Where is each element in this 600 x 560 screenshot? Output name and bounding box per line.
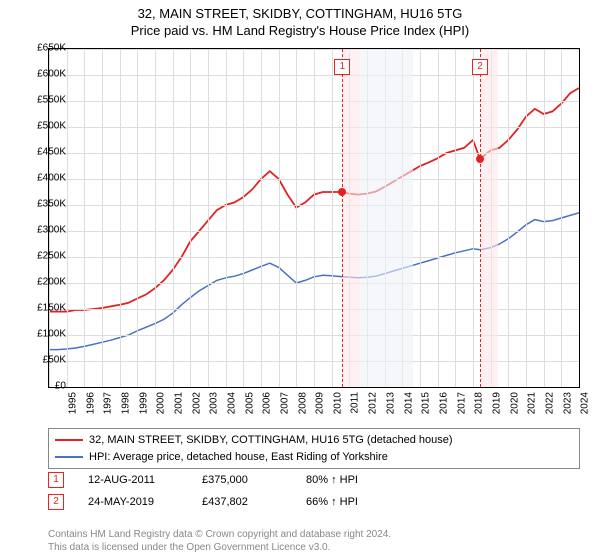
- marker-date-1: 12-AUG-2011: [88, 474, 178, 486]
- x-tick-label: 2011: [349, 392, 360, 414]
- chart-title: 32, MAIN STREET, SKIDBY, COTTINGHAM, HU1…: [0, 0, 600, 40]
- marker-vs-hpi-1: 80% ↑ HPI: [306, 474, 358, 486]
- x-tick-label: 2003: [209, 392, 220, 414]
- x-tick-label: 2008: [297, 392, 308, 414]
- chart-marker-badge: 1: [334, 59, 350, 75]
- x-tick-label: 2007: [279, 392, 290, 414]
- x-tick-label: 2014: [403, 392, 414, 414]
- x-tick-label: 2021: [527, 392, 538, 414]
- footer-line-2: This data is licensed under the Open Gov…: [48, 542, 330, 553]
- x-tick-label: 2022: [544, 392, 555, 414]
- marker-date-2: 24-MAY-2019: [88, 496, 178, 508]
- marker-row-2: 2 24-MAY-2019 £437,802 66% ↑ HPI: [48, 494, 358, 510]
- x-tick-label: 2012: [368, 392, 379, 414]
- sale-marker-dot: [338, 188, 346, 196]
- x-tick-label: 2018: [474, 392, 485, 414]
- marker-price-2: £437,802: [202, 496, 282, 508]
- legend-swatch-hpi: [55, 456, 83, 458]
- title-line-1: 32, MAIN STREET, SKIDBY, COTTINGHAM, HU1…: [138, 6, 463, 21]
- y-tick-label: £200K: [37, 277, 66, 288]
- x-tick-label: 2002: [191, 392, 202, 414]
- footer-line-1: Contains HM Land Registry data © Crown c…: [48, 529, 391, 540]
- y-tick-label: £300K: [37, 225, 66, 236]
- x-tick-label: 1996: [85, 392, 96, 414]
- x-tick-label: 2009: [315, 392, 326, 414]
- legend-item-price: 32, MAIN STREET, SKIDBY, COTTINGHAM, HU1…: [55, 432, 573, 449]
- x-tick-label: 2010: [332, 392, 343, 414]
- marker-vs-hpi-2: 66% ↑ HPI: [306, 496, 358, 508]
- marker-price-1: £375,000: [202, 474, 282, 486]
- x-tick-label: 2000: [156, 392, 167, 414]
- x-tick-label: 2017: [456, 392, 467, 414]
- y-tick-label: £450K: [37, 147, 66, 158]
- plot-area: 12: [48, 48, 580, 388]
- y-tick-label: £100K: [37, 329, 66, 340]
- y-tick-label: £50K: [43, 355, 66, 366]
- legend-label-price: 32, MAIN STREET, SKIDBY, COTTINGHAM, HU1…: [89, 434, 453, 446]
- chart-marker-badge: 2: [472, 59, 488, 75]
- x-tick-label: 2019: [491, 392, 502, 414]
- footer-attribution: Contains HM Land Registry data © Crown c…: [48, 528, 391, 554]
- x-tick-label: 2023: [562, 392, 573, 414]
- x-tick-label: 2020: [509, 392, 520, 414]
- x-tick-label: 2004: [226, 392, 237, 414]
- x-tick-label: 2013: [385, 392, 396, 414]
- y-tick-label: £650K: [37, 43, 66, 54]
- x-tick-label: 2024: [580, 392, 591, 414]
- x-tick-label: 2005: [244, 392, 255, 414]
- marker-badge-1: 1: [48, 472, 64, 488]
- legend-label-hpi: HPI: Average price, detached house, East…: [89, 451, 388, 463]
- x-tick-label: 2001: [173, 392, 184, 414]
- legend-swatch-price: [55, 439, 83, 441]
- x-tick-label: 2015: [421, 392, 432, 414]
- y-tick-label: £400K: [37, 173, 66, 184]
- x-tick-label: 1999: [138, 392, 149, 414]
- y-tick-label: £550K: [37, 95, 66, 106]
- x-tick-label: 2006: [262, 392, 273, 414]
- y-tick-label: £150K: [37, 303, 66, 314]
- legend: 32, MAIN STREET, SKIDBY, COTTINGHAM, HU1…: [48, 428, 580, 469]
- x-tick-label: 1997: [103, 392, 114, 414]
- x-tick-label: 1995: [67, 392, 78, 414]
- legend-item-hpi: HPI: Average price, detached house, East…: [55, 449, 573, 466]
- y-tick-label: £250K: [37, 251, 66, 262]
- y-tick-label: £350K: [37, 199, 66, 210]
- title-line-2: Price paid vs. HM Land Registry's House …: [131, 23, 469, 38]
- y-tick-label: £600K: [37, 69, 66, 80]
- marker-badge-2: 2: [48, 494, 64, 510]
- chart-container: 32, MAIN STREET, SKIDBY, COTTINGHAM, HU1…: [0, 0, 600, 560]
- y-tick-label: £0: [55, 381, 66, 392]
- x-tick-label: 1998: [120, 392, 131, 414]
- marker-row-1: 1 12-AUG-2011 £375,000 80% ↑ HPI: [48, 472, 358, 488]
- sale-marker-dot: [476, 155, 484, 163]
- y-tick-label: £500K: [37, 121, 66, 132]
- x-tick-label: 2016: [438, 392, 449, 414]
